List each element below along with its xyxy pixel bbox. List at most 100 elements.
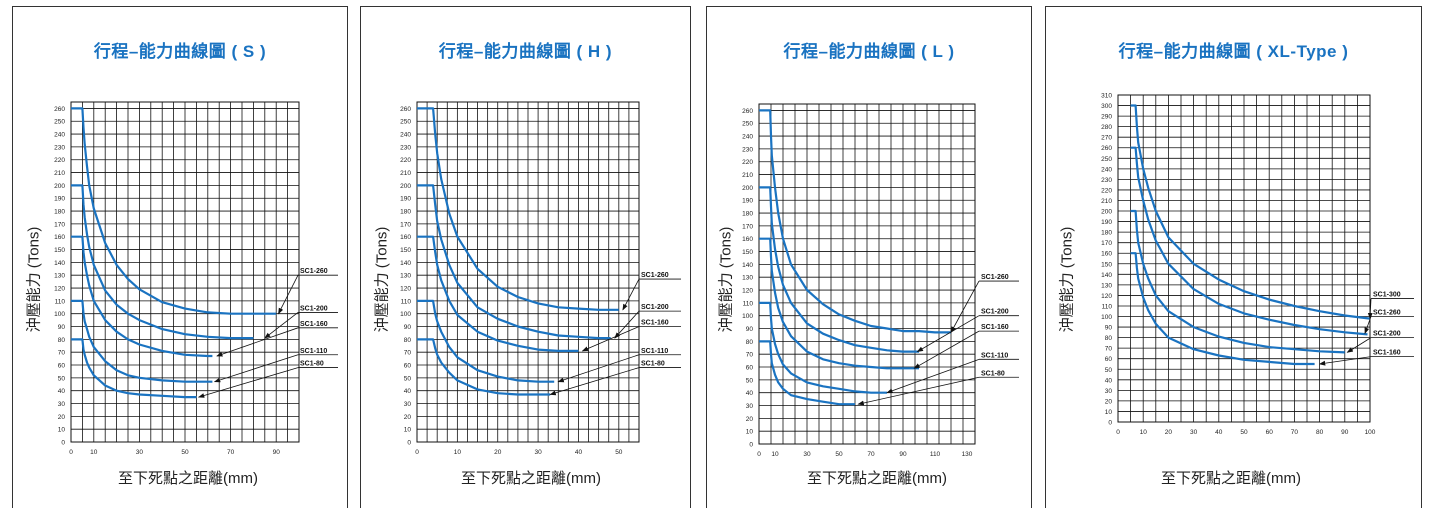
y-tick-label: 250	[1101, 156, 1112, 163]
series-label-arrow	[614, 310, 640, 339]
y-tick-label: 170	[54, 221, 65, 228]
y-tick-label: 20	[58, 414, 66, 421]
y-tick-label: 30	[404, 401, 412, 408]
y-tick-label: 160	[400, 234, 411, 241]
series-label-arrow	[549, 367, 640, 396]
y-tick-label: 140	[54, 260, 65, 267]
series-line-sc1-300	[1130, 104, 1371, 320]
y-tick-label: 220	[54, 157, 65, 164]
y-tick-label: 30	[58, 401, 66, 408]
chart-panel-h: 行程–能力曲線圖 ( H ) 沖壓能力 (Tons) 至下死點之距離(mm) 0…	[360, 6, 691, 508]
y-tick-label: 170	[1101, 240, 1112, 247]
series-label-sc1-260: SC1-260	[981, 274, 1009, 281]
y-tick-label: 140	[400, 260, 411, 267]
x-tick-label: 30	[1190, 429, 1198, 436]
y-tick-label: 180	[1101, 230, 1112, 237]
x-tick-label: 50	[1240, 429, 1248, 436]
y-tick-label: 110	[55, 298, 66, 305]
y-tick-label: 130	[400, 273, 411, 280]
y-tick-label: 160	[1101, 251, 1112, 258]
series-label-arrow	[857, 376, 980, 406]
chart-title: 行程–能力曲線圖 ( H )	[438, 42, 613, 61]
y-tick-label: 120	[742, 288, 753, 295]
y-tick-label: 230	[54, 144, 65, 151]
y-tick-label: 260	[54, 106, 65, 113]
series-label-arrow	[886, 358, 980, 394]
y-tick-label: 150	[742, 249, 753, 256]
y-tick-label: 70	[746, 352, 754, 359]
x-tick-label: 10	[454, 449, 462, 456]
y-tick-label: 30	[1105, 388, 1113, 395]
y-tick-label: 190	[742, 198, 753, 205]
x-tick-label: 0	[69, 449, 73, 456]
x-tick-label: 130	[962, 451, 973, 458]
series-label-sc1-260: SC1-260	[300, 268, 328, 275]
y-tick-label: 130	[54, 273, 65, 280]
y-tick-label: 310	[1101, 93, 1112, 100]
x-tick-label: 30	[534, 449, 542, 456]
chart-title: 行程–能力曲線圖 ( L )	[783, 42, 955, 61]
x-tick-label: 0	[757, 451, 761, 458]
x-axis-label: 至下死點之距離(mm)	[807, 470, 947, 487]
y-tick-label: 100	[1101, 314, 1112, 321]
series-label-arrow	[950, 280, 980, 334]
y-tick-label: 200	[54, 183, 65, 190]
chart-panel-l: 沖壓能力 (Tons) 行程–能力曲線圖 ( L ) 至下死點之距離(mm) 0…	[706, 6, 1032, 508]
y-tick-label: 180	[400, 209, 411, 216]
y-tick-label: 150	[54, 247, 65, 254]
y-tick-label: 270	[1101, 135, 1112, 142]
series-label-sc1-80: SC1-80	[641, 361, 665, 368]
series-line-sc1-160	[71, 235, 213, 358]
x-tick-label: 30	[136, 449, 144, 456]
y-tick-label: 210	[1101, 198, 1112, 205]
y-tick-label: 220	[742, 159, 753, 166]
y-tick-label: 20	[404, 414, 412, 421]
y-tick-label: 190	[1101, 219, 1112, 226]
series-label-sc1-200: SC1-200	[981, 309, 1009, 316]
series-label-arrow	[216, 327, 299, 357]
y-tick-label: 110	[1102, 303, 1113, 310]
y-tick-label: 0	[749, 442, 753, 449]
y-tick-label: 120	[1101, 293, 1112, 300]
x-tick-label: 10	[90, 449, 98, 456]
y-tick-label: 60	[58, 363, 66, 370]
y-tick-label: 210	[742, 172, 753, 179]
y-tick-label: 190	[54, 196, 65, 203]
series-label-sc1-200: SC1-200	[641, 304, 669, 311]
x-tick-label: 70	[867, 451, 875, 458]
x-tick-label: 0	[415, 449, 419, 456]
series-line-sc1-260	[759, 109, 951, 334]
y-tick-label: 90	[746, 326, 754, 333]
chart-title: 行程–能力曲線圖 ( S )	[93, 42, 267, 61]
series-label-sc1-80: SC1-80	[300, 361, 324, 368]
y-tick-label: 60	[746, 365, 754, 372]
series-label-sc1-160: SC1-160	[300, 321, 328, 328]
series-label-sc1-260: SC1-260	[1373, 310, 1401, 317]
x-tick-label: 0	[1116, 429, 1120, 436]
series-label-arrow	[557, 354, 640, 383]
series-label-sc1-200: SC1-200	[1373, 331, 1401, 338]
series-line-sc1-260	[1130, 146, 1368, 336]
grid	[758, 103, 976, 445]
series-line-sc1-200	[759, 186, 919, 353]
y-tick-label: 230	[1101, 177, 1112, 184]
y-tick-label: 140	[742, 262, 753, 269]
series-label-sc1-300: SC1-300	[1373, 292, 1401, 299]
series-label-arrow	[1346, 337, 1372, 353]
x-tick-label: 10	[771, 451, 779, 458]
y-tick-label: 40	[746, 390, 754, 397]
series-line-sc1-80	[759, 340, 855, 406]
grid	[70, 101, 300, 443]
x-tick-label: 30	[803, 451, 811, 458]
y-tick-label: 40	[1105, 377, 1113, 384]
y-tick-label: 150	[1101, 261, 1112, 268]
y-tick-label: 50	[58, 375, 66, 382]
series-line-sc1-160	[1130, 252, 1315, 366]
x-tick-label: 20	[494, 449, 502, 456]
y-tick-label: 210	[400, 170, 411, 177]
y-tick-label: 290	[1101, 114, 1112, 121]
y-tick-label: 0	[407, 440, 411, 447]
y-tick-label: 40	[58, 388, 66, 395]
y-tick-label: 100	[400, 311, 411, 318]
x-tick-label: 50	[615, 449, 623, 456]
